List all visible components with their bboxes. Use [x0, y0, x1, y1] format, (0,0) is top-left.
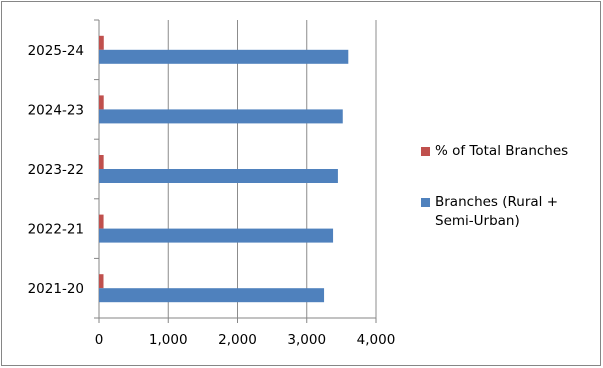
- x-tick-label: 4,000: [357, 332, 396, 348]
- bar-percent: [99, 214, 104, 229]
- legend-swatch-percent: [421, 147, 430, 156]
- bar-percent: [99, 35, 104, 50]
- legend-swatch-branches: [421, 198, 430, 207]
- x-tick-label: 2,000: [218, 332, 257, 348]
- bar-percent: [99, 274, 104, 289]
- x-tick-label: 0: [95, 332, 104, 348]
- y-tick-label: 2025-24: [28, 43, 84, 59]
- bar-branches: [99, 49, 349, 64]
- x-tick-label: 1,000: [149, 332, 188, 348]
- bar-percent: [99, 95, 104, 110]
- legend-item-branches: Branches (Rural + Semi-Urban): [421, 193, 600, 231]
- legend-item-percent: % of Total Branches: [421, 142, 600, 161]
- x-tick-label: 3,000: [287, 332, 326, 348]
- y-tick-label: 2023-22: [28, 162, 84, 178]
- bar-branches: [99, 288, 325, 303]
- y-tick-label: 2024-23: [28, 102, 84, 118]
- bar-branches: [99, 228, 334, 243]
- legend-label-branches: Branches (Rural + Semi-Urban): [435, 194, 559, 229]
- bar-branches: [99, 169, 338, 183]
- bar-branches: [99, 109, 343, 124]
- y-tick-label: 2022-21: [28, 222, 84, 238]
- bar-percent: [99, 155, 104, 169]
- legend-label-percent: % of Total Branches: [435, 143, 569, 159]
- y-tick-label: 2021-20: [28, 281, 84, 297]
